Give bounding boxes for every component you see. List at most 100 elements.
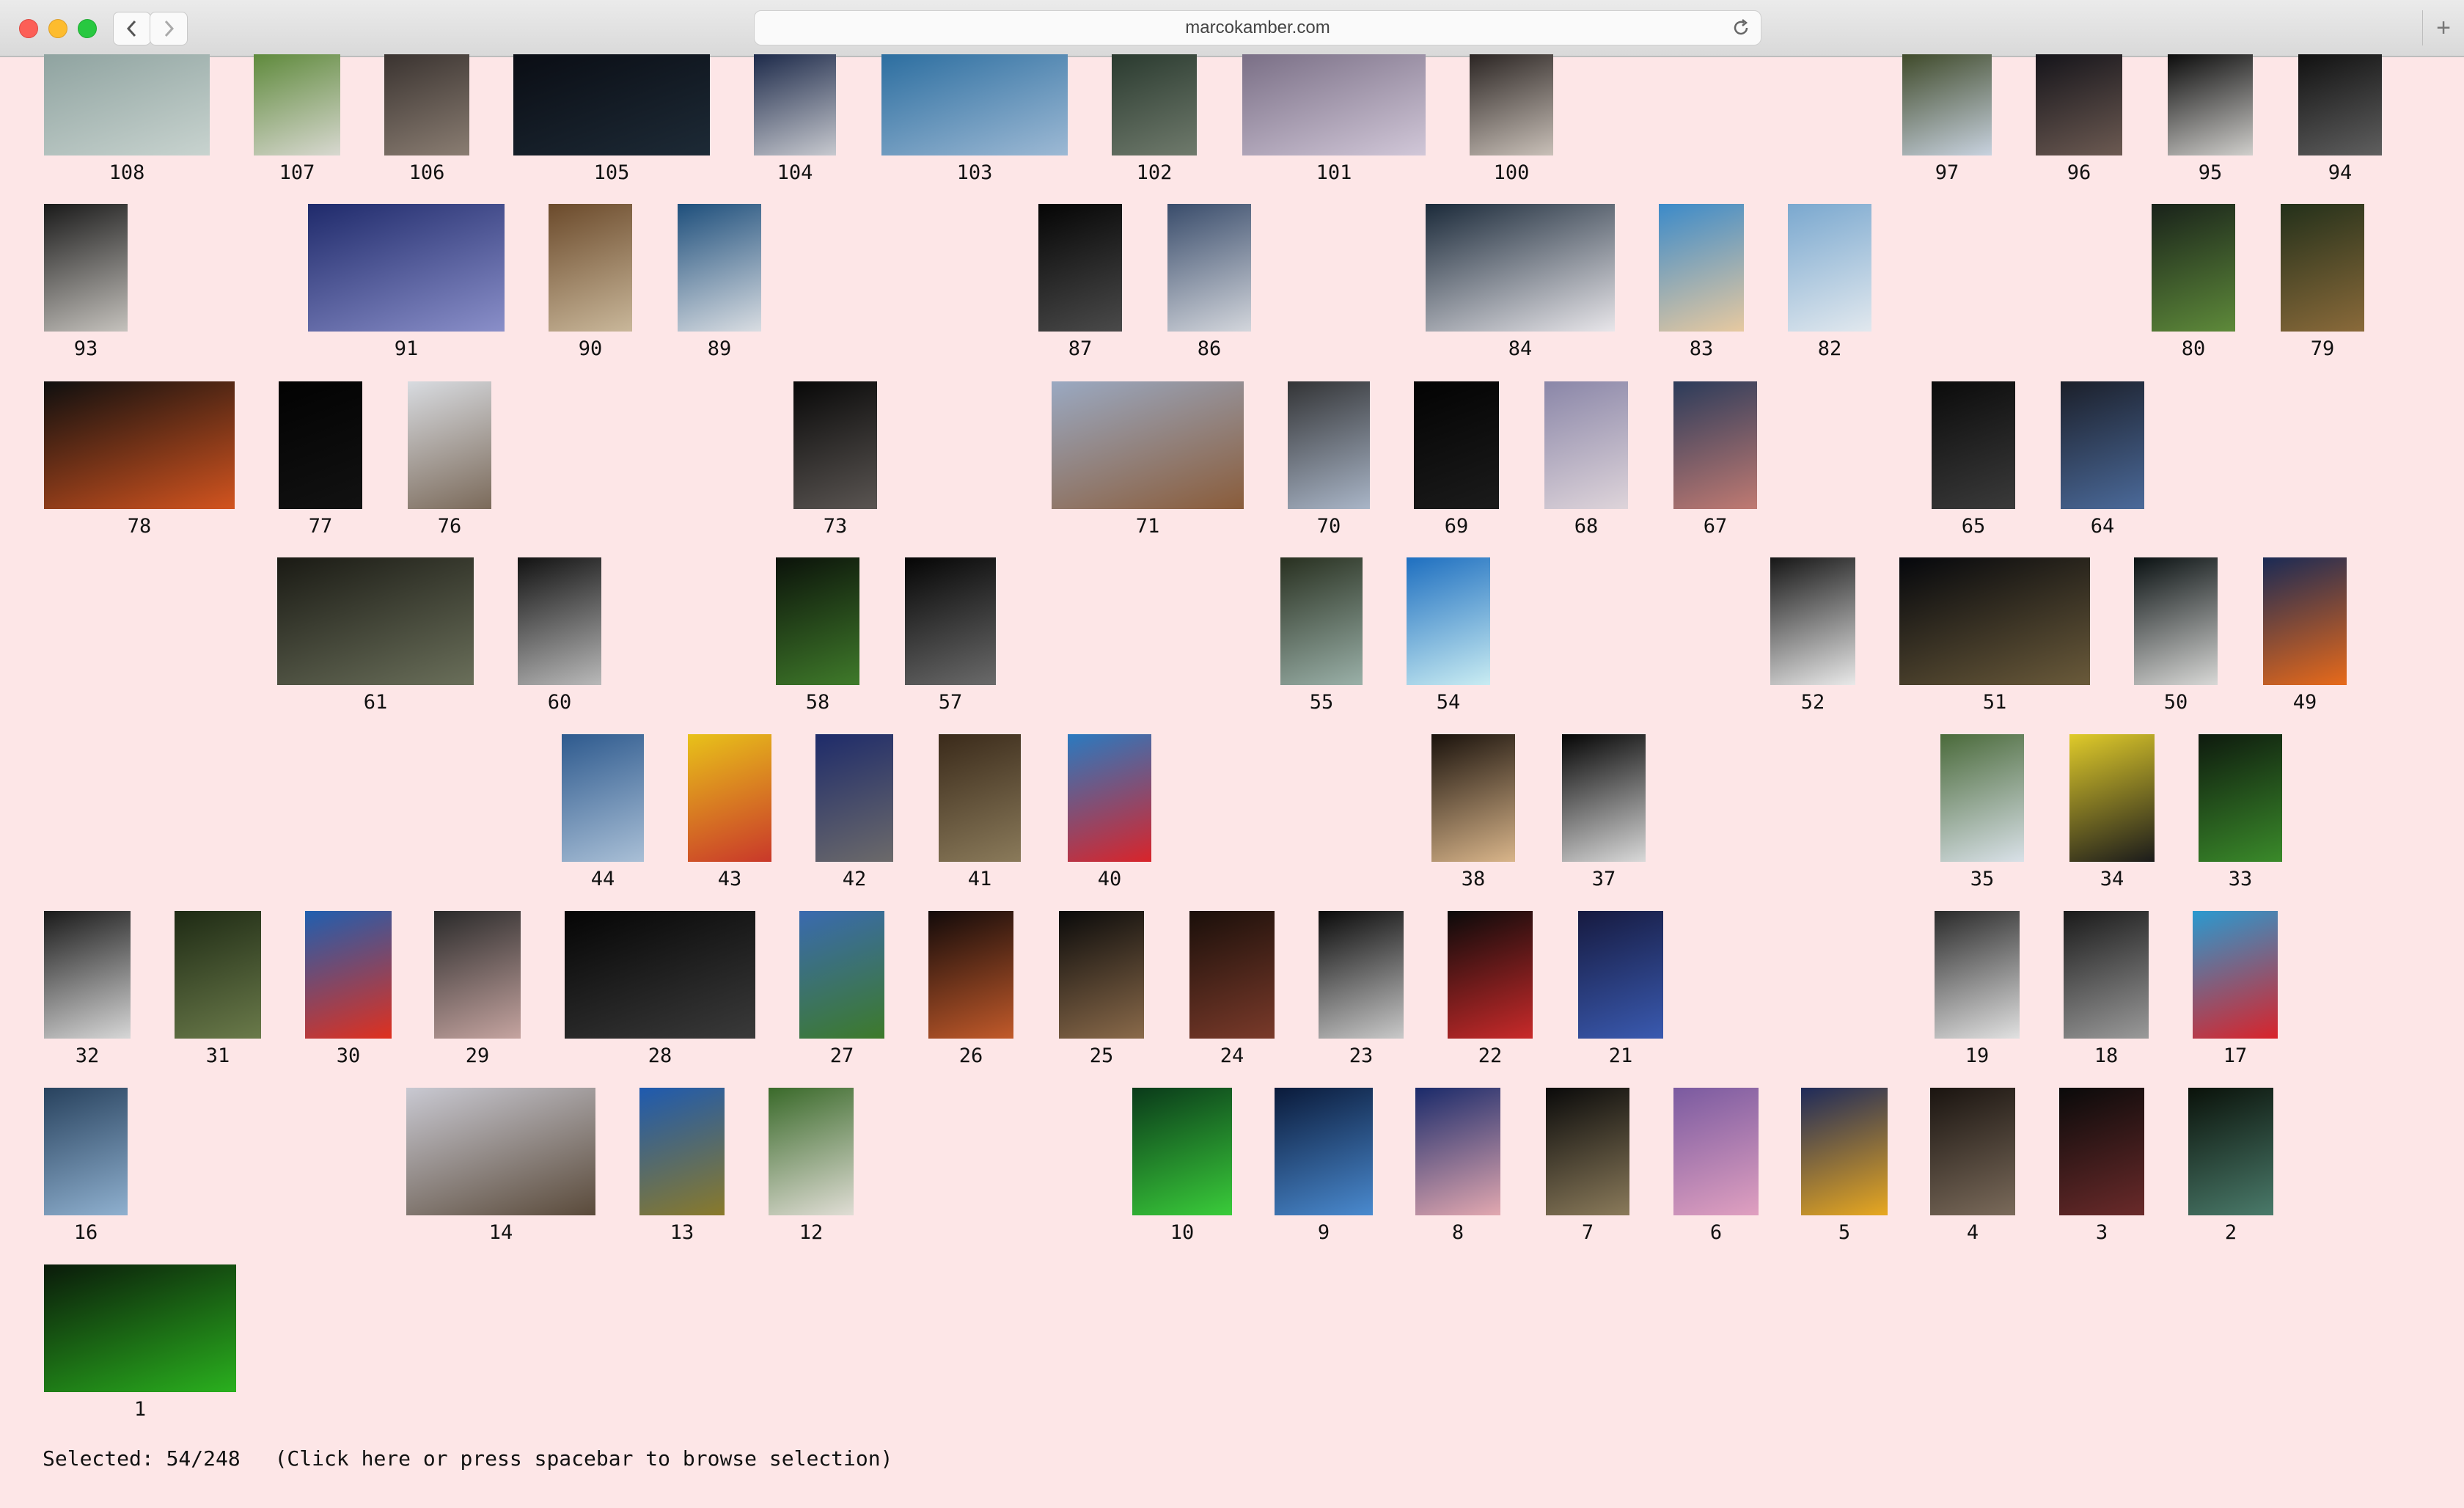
photo-thumbnail[interactable]: 22	[1448, 911, 1533, 1078]
photo-thumbnail[interactable]: 103	[881, 54, 1068, 195]
photo-thumbnail[interactable]: 1	[44, 1264, 236, 1432]
photo-thumbnail[interactable]: 60	[518, 557, 601, 725]
back-button[interactable]	[113, 12, 151, 45]
photo-thumbnail[interactable]: 55	[1280, 557, 1363, 725]
photo-thumbnail[interactable]: 77	[279, 381, 362, 549]
photo-thumbnail[interactable]: 30	[305, 911, 392, 1078]
photo-thumbnail[interactable]: 102	[1112, 54, 1197, 195]
photo-thumbnail[interactable]: 38	[1431, 734, 1515, 901]
forward-button[interactable]	[150, 12, 188, 45]
photo-thumbnail[interactable]: 83	[1659, 204, 1744, 371]
photo-thumbnail[interactable]: 7	[1546, 1088, 1629, 1255]
photo-thumbnail[interactable]: 54	[1407, 557, 1490, 725]
photo-thumbnail[interactable]: 105	[513, 54, 710, 195]
photo-thumbnail[interactable]: 9	[1275, 1088, 1373, 1255]
photo-image	[2199, 734, 2282, 862]
photo-thumbnail[interactable]: 68	[1544, 381, 1628, 549]
new-tab-button[interactable]: +	[2422, 10, 2464, 45]
photo-thumbnail[interactable]: 65	[1932, 381, 2015, 549]
photo-image	[1902, 54, 1992, 155]
photo-thumbnail[interactable]: 78	[44, 381, 235, 549]
photo-thumbnail[interactable]: 2	[2188, 1088, 2273, 1255]
photo-thumbnail[interactable]: 73	[793, 381, 877, 549]
photo-thumbnail[interactable]: 95	[2168, 54, 2253, 195]
photo-thumbnail[interactable]: 49	[2263, 557, 2347, 725]
photo-thumbnail[interactable]: 52	[1770, 557, 1855, 725]
photo-thumbnail[interactable]: 76	[408, 381, 491, 549]
photo-thumbnail[interactable]: 21	[1578, 911, 1663, 1078]
photo-thumbnail[interactable]: 6	[1673, 1088, 1759, 1255]
photo-thumbnail[interactable]: 32	[44, 911, 131, 1078]
address-bar[interactable]: marcokamber.com	[754, 10, 1761, 45]
photo-thumbnail[interactable]: 64	[2061, 381, 2144, 549]
photo-thumbnail[interactable]: 40	[1068, 734, 1151, 901]
photo-thumbnail[interactable]: 33	[2199, 734, 2282, 901]
photo-thumbnail[interactable]: 90	[549, 204, 632, 371]
photo-image	[2036, 54, 2122, 155]
photo-thumbnail[interactable]: 27	[799, 911, 884, 1078]
maximize-window-button[interactable]	[78, 19, 97, 38]
photo-thumbnail[interactable]: 58	[776, 557, 859, 725]
photo-thumbnail[interactable]: 35	[1940, 734, 2024, 901]
photo-thumbnail[interactable]: 69	[1414, 381, 1499, 549]
photo-thumbnail[interactable]: 104	[754, 54, 836, 195]
photo-thumbnail[interactable]: 23	[1319, 911, 1404, 1078]
photo-thumbnail[interactable]: 106	[384, 54, 469, 195]
browse-selection-link[interactable]: (Click here or press spacebar to browse …	[274, 1446, 893, 1471]
photo-thumbnail[interactable]: 31	[175, 911, 261, 1078]
photo-thumbnail[interactable]: 79	[2281, 204, 2364, 371]
photo-thumbnail[interactable]: 42	[815, 734, 893, 901]
photo-thumbnail[interactable]: 28	[565, 911, 755, 1078]
photo-thumbnail[interactable]: 71	[1052, 381, 1244, 549]
photo-thumbnail[interactable]: 80	[2152, 204, 2235, 371]
photo-thumbnail[interactable]: 89	[678, 204, 761, 371]
photo-thumbnail[interactable]: 25	[1059, 911, 1144, 1078]
photo-thumbnail[interactable]: 41	[939, 734, 1021, 901]
photo-thumbnail[interactable]: 4	[1930, 1088, 2015, 1255]
reload-icon[interactable]	[1731, 18, 1750, 37]
photo-thumbnail[interactable]: 96	[2036, 54, 2122, 195]
photo-thumbnail[interactable]: 86	[1167, 204, 1251, 371]
photo-thumbnail[interactable]: 100	[1470, 54, 1553, 195]
photo-thumbnail[interactable]: 93	[44, 204, 128, 371]
photo-thumbnail[interactable]: 12	[769, 1088, 854, 1255]
photo-thumbnail[interactable]: 44	[562, 734, 644, 901]
photo-thumbnail[interactable]: 51	[1899, 557, 2090, 725]
photo-thumbnail[interactable]: 34	[2069, 734, 2155, 901]
photo-thumbnail[interactable]: 29	[434, 911, 521, 1078]
photo-thumbnail[interactable]: 107	[254, 54, 340, 195]
photo-thumbnail[interactable]: 97	[1902, 54, 1992, 195]
photo-image	[2188, 1088, 2273, 1215]
photo-thumbnail[interactable]: 17	[2193, 911, 2278, 1078]
photo-thumbnail[interactable]: 14	[406, 1088, 595, 1255]
photo-thumbnail[interactable]: 19	[1935, 911, 2020, 1078]
photo-thumbnail[interactable]: 61	[277, 557, 474, 725]
photo-thumbnail[interactable]: 37	[1562, 734, 1646, 901]
photo-thumbnail[interactable]: 91	[308, 204, 505, 371]
photo-thumbnail[interactable]: 43	[688, 734, 771, 901]
photo-thumbnail[interactable]: 94	[2298, 54, 2382, 195]
photo-thumbnail[interactable]: 18	[2064, 911, 2149, 1078]
photo-thumbnail[interactable]: 108	[44, 54, 210, 195]
photo-thumbnail[interactable]: 13	[639, 1088, 725, 1255]
photo-thumbnail[interactable]: 16	[44, 1088, 128, 1255]
photo-thumbnail[interactable]: 8	[1415, 1088, 1500, 1255]
photo-thumbnail[interactable]: 26	[928, 911, 1013, 1078]
photo-thumbnail[interactable]: 10	[1132, 1088, 1232, 1255]
photo-thumbnail[interactable]: 3	[2059, 1088, 2144, 1255]
photo-thumbnail[interactable]: 84	[1426, 204, 1615, 371]
photo-thumbnail[interactable]: 87	[1038, 204, 1122, 371]
photo-thumbnail[interactable]: 5	[1801, 1088, 1888, 1255]
selected-count: Selected: 54/248	[43, 1446, 241, 1471]
photo-thumbnail[interactable]: 82	[1788, 204, 1871, 371]
photo-thumbnail[interactable]: 50	[2134, 557, 2218, 725]
close-window-button[interactable]	[19, 19, 38, 38]
photo-thumbnail[interactable]: 67	[1673, 381, 1757, 549]
photo-thumbnail[interactable]: 24	[1189, 911, 1275, 1078]
photo-thumbnail[interactable]: 57	[905, 557, 996, 725]
minimize-window-button[interactable]	[48, 19, 67, 38]
photo-number: 40	[1097, 868, 1122, 890]
photo-thumbnail[interactable]: 101	[1242, 54, 1426, 195]
photo-number: 52	[1800, 691, 1825, 714]
photo-thumbnail[interactable]: 70	[1288, 381, 1370, 549]
